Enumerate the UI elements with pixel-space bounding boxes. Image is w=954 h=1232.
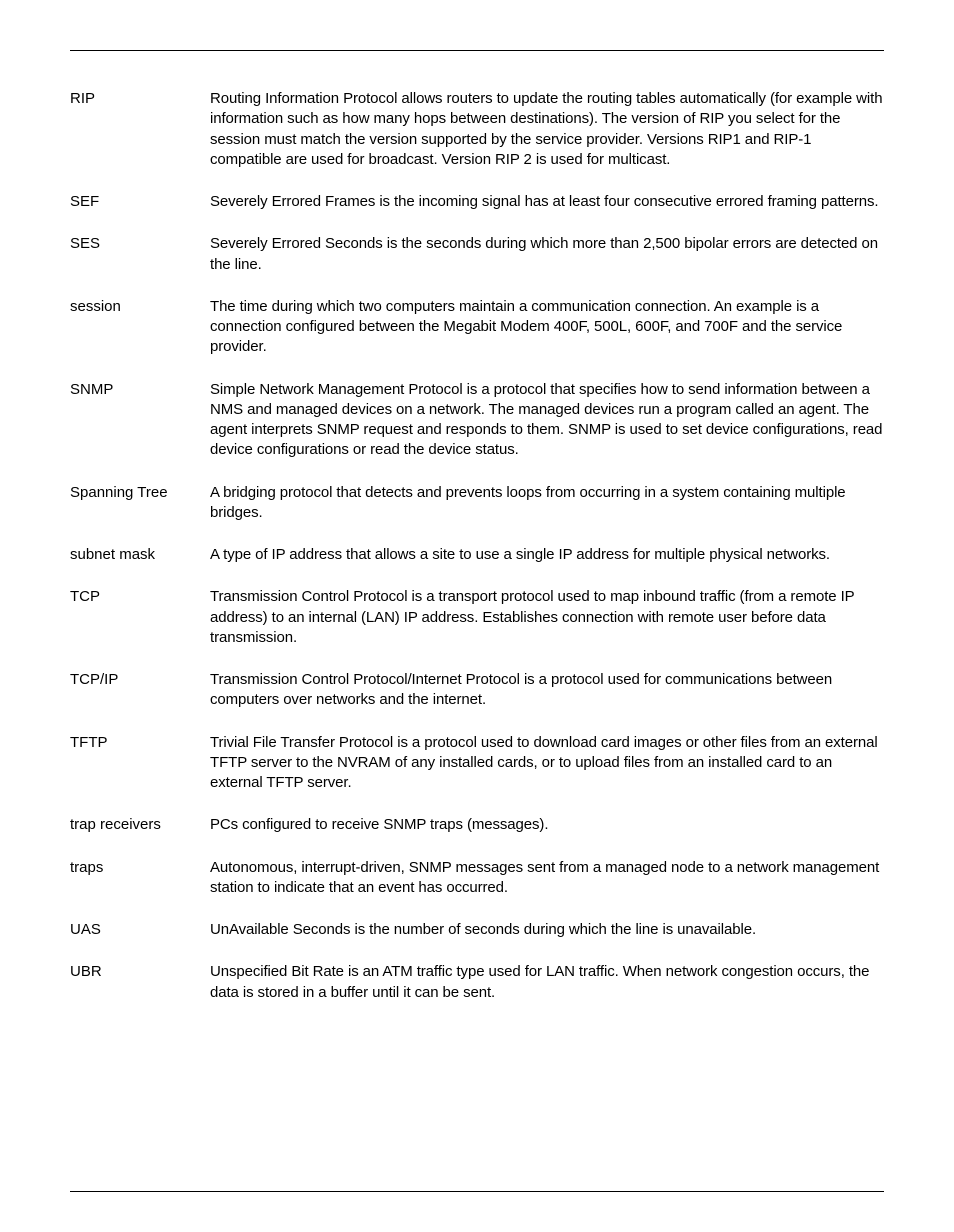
glossary-entry: trap receivers PCs configured to receive… — [70, 815, 884, 835]
glossary-entry: TCP/IP Transmission Control Protocol/Int… — [70, 670, 884, 711]
term: UAS — [70, 920, 210, 940]
definition: Severely Errored Seconds is the seconds … — [210, 234, 884, 275]
glossary-entry: TFTP Trivial File Transfer Protocol is a… — [70, 733, 884, 794]
definition: PCs configured to receive SNMP traps (me… — [210, 815, 884, 835]
glossary-entry: SEF Severely Errored Frames is the incom… — [70, 192, 884, 212]
definition: Transmission Control Protocol is a trans… — [210, 587, 884, 648]
top-rule — [70, 50, 884, 51]
definition: A type of IP address that allows a site … — [210, 545, 884, 565]
term: SES — [70, 234, 210, 254]
term: TFTP — [70, 733, 210, 753]
term: subnet mask — [70, 545, 210, 565]
glossary-entry: UAS UnAvailable Seconds is the number of… — [70, 920, 884, 940]
glossary-entry: SES Severely Errored Seconds is the seco… — [70, 234, 884, 275]
term: UBR — [70, 962, 210, 982]
definition: The time during which two computers main… — [210, 297, 884, 358]
definition: UnAvailable Seconds is the number of sec… — [210, 920, 884, 940]
definition: Trivial File Transfer Protocol is a prot… — [210, 733, 884, 794]
glossary-entry: session The time during which two comput… — [70, 297, 884, 358]
glossary-entry: UBR Unspecified Bit Rate is an ATM traff… — [70, 962, 884, 1003]
bottom-rule — [70, 1191, 884, 1192]
glossary-entry: traps Autonomous, interrupt-driven, SNMP… — [70, 858, 884, 899]
definition: Severely Errored Frames is the incoming … — [210, 192, 884, 212]
term: SNMP — [70, 380, 210, 400]
definition: Transmission Control Protocol/Internet P… — [210, 670, 884, 711]
term: session — [70, 297, 210, 317]
term: trap receivers — [70, 815, 210, 835]
page: RIP Routing Information Protocol allows … — [0, 0, 954, 1232]
term: SEF — [70, 192, 210, 212]
term: traps — [70, 858, 210, 878]
definition: A bridging protocol that detects and pre… — [210, 483, 884, 524]
definition: Unspecified Bit Rate is an ATM traffic t… — [210, 962, 884, 1003]
glossary-entry: SNMP Simple Network Management Protocol … — [70, 380, 884, 461]
glossary-entry: subnet mask A type of IP address that al… — [70, 545, 884, 565]
definition: Autonomous, interrupt-driven, SNMP messa… — [210, 858, 884, 899]
term: TCP — [70, 587, 210, 607]
term: RIP — [70, 89, 210, 109]
glossary-entry: Spanning Tree A bridging protocol that d… — [70, 483, 884, 524]
definition: Routing Information Protocol allows rout… — [210, 89, 884, 170]
term: Spanning Tree — [70, 483, 210, 503]
glossary-entry: TCP Transmission Control Protocol is a t… — [70, 587, 884, 648]
glossary-entry: RIP Routing Information Protocol allows … — [70, 89, 884, 170]
definition: Simple Network Management Protocol is a … — [210, 380, 884, 461]
term: TCP/IP — [70, 670, 210, 690]
